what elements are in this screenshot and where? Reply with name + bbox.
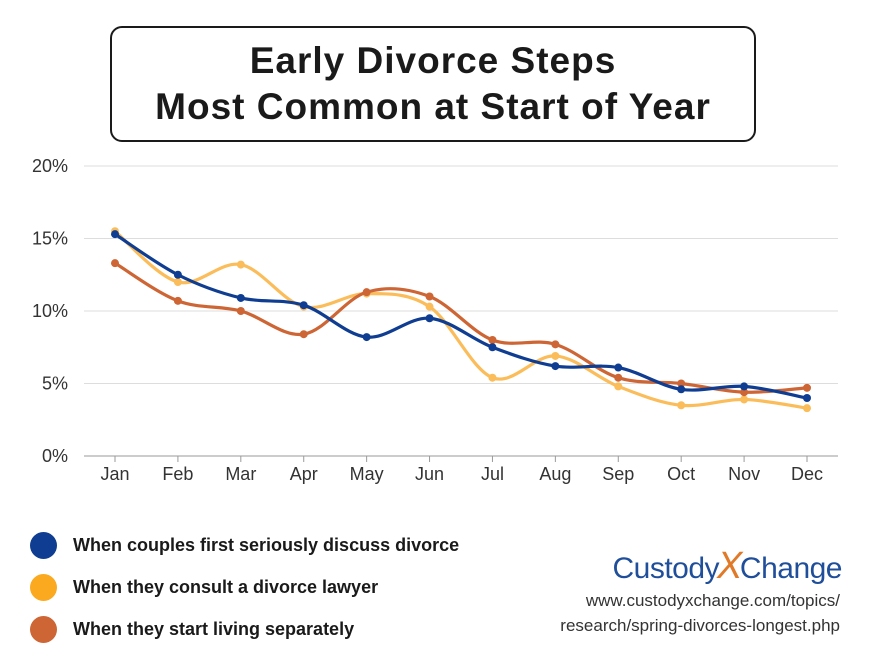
data-point bbox=[614, 363, 623, 372]
y-tick-label: 5% bbox=[42, 374, 68, 394]
x-tick-label: Feb bbox=[162, 464, 193, 484]
y-tick-label: 10% bbox=[32, 301, 68, 321]
legend-dot-lawyer bbox=[30, 573, 57, 601]
legend-item-separate: When they start living separately bbox=[30, 608, 459, 650]
data-point bbox=[740, 395, 749, 404]
data-point bbox=[803, 383, 811, 392]
data-point bbox=[425, 314, 434, 323]
data-point bbox=[740, 388, 749, 397]
x-tick-label: Dec bbox=[791, 464, 823, 484]
legend-dot-separate bbox=[30, 615, 57, 643]
data-point bbox=[111, 259, 119, 268]
data-point bbox=[173, 296, 182, 305]
brand-logo-right: Change bbox=[739, 552, 843, 585]
brand-logo: CustodyXChange bbox=[612, 545, 842, 588]
legend-item-lawyer: When they consult a divorce lawyer bbox=[30, 566, 459, 608]
data-point bbox=[677, 385, 686, 394]
data-point bbox=[803, 404, 811, 413]
x-tick-label: Jan bbox=[100, 464, 129, 484]
x-tick-label: Nov bbox=[728, 464, 760, 484]
data-point bbox=[488, 343, 497, 352]
data-point bbox=[488, 373, 497, 382]
data-point bbox=[236, 307, 245, 315]
source-url[interactable]: www.custodyxchange.com/topics/ research/… bbox=[560, 588, 840, 638]
data-point bbox=[551, 351, 560, 360]
data-point bbox=[488, 336, 497, 344]
x-tick-label: Jun bbox=[415, 464, 444, 484]
x-tick-label: Oct bbox=[667, 464, 695, 484]
y-tick-label: 20% bbox=[32, 156, 68, 176]
brand-logo-left: Custody bbox=[612, 552, 720, 585]
data-point bbox=[362, 288, 371, 297]
legend-label-lawyer: When they consult a divorce lawyer bbox=[73, 576, 379, 597]
data-point bbox=[362, 333, 371, 342]
data-point bbox=[740, 382, 749, 391]
source-url-line-1[interactable]: www.custodyxchange.com/topics/ bbox=[585, 591, 840, 610]
line-chart: 0% 5% 10% 15% 20% Jan Feb Mar Apr May Jun Jul Aug Sep… bbox=[32, 156, 838, 484]
chart-title-line-1: Early Divorce Steps bbox=[249, 40, 617, 81]
chart-title-line-2: Most Common at Start of Year bbox=[155, 86, 711, 127]
data-point bbox=[299, 330, 308, 339]
legend-item-discuss: When couples first seriously discuss div… bbox=[30, 524, 459, 566]
x-tick-label: Mar bbox=[225, 464, 256, 484]
data-point bbox=[677, 401, 686, 410]
data-point bbox=[236, 293, 245, 302]
legend-label-discuss: When couples first seriously discuss div… bbox=[73, 534, 460, 555]
chart-title-box: Early Divorce Steps Most Common at Start… bbox=[110, 26, 756, 142]
x-tick-label: Jul bbox=[481, 464, 504, 484]
data-point bbox=[111, 230, 119, 239]
data-point bbox=[425, 292, 434, 301]
data-point bbox=[236, 260, 245, 269]
data-point bbox=[299, 301, 308, 310]
legend: When couples first seriously discuss div… bbox=[30, 524, 459, 650]
x-tick-label: Apr bbox=[290, 464, 318, 484]
legend-dot-discuss bbox=[30, 531, 57, 559]
data-point bbox=[614, 382, 623, 391]
data-point bbox=[551, 340, 560, 349]
data-point bbox=[803, 394, 811, 402]
data-point bbox=[425, 302, 434, 311]
brand-logo-x: X bbox=[717, 545, 742, 587]
data-point bbox=[173, 270, 182, 279]
data-point bbox=[677, 379, 686, 388]
source-url-line-2[interactable]: research/spring-divorces-longest.php bbox=[560, 616, 840, 635]
data-point bbox=[173, 278, 182, 286]
y-tick-label: 15% bbox=[32, 229, 68, 249]
y-tick-label: 0% bbox=[42, 446, 68, 466]
legend-label-separate: When they start living separately bbox=[73, 618, 355, 639]
x-tick-label: Sep bbox=[602, 464, 634, 484]
x-tick-label: Aug bbox=[539, 464, 571, 484]
series-line bbox=[113, 232, 809, 400]
x-tick-label: May bbox=[350, 464, 384, 484]
data-point bbox=[614, 373, 623, 382]
series-line bbox=[113, 261, 809, 394]
data-point bbox=[551, 362, 560, 371]
